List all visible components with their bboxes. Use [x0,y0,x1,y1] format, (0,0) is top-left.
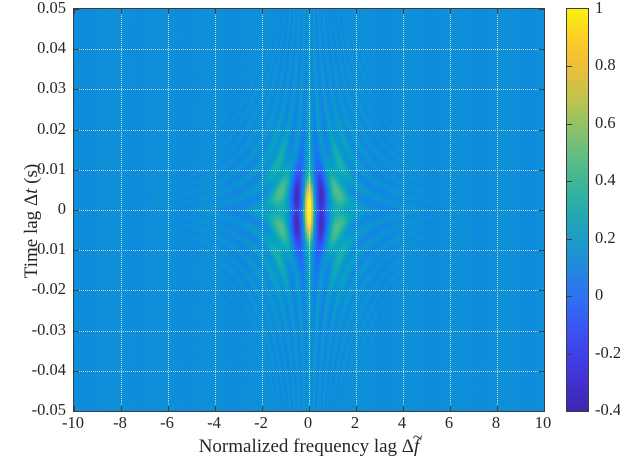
colorbar-tick-label: 0 [595,285,604,305]
delta-symbol-x: Δ [401,436,415,457]
x-tick-label: -4 [207,413,221,432]
x-tick-label: -10 [62,413,84,432]
x-tick-mark [356,406,357,411]
y-tick-label: 0.03 [37,78,66,98]
y-tick-label: 0.01 [37,158,66,178]
y-tick-mark [539,169,544,171]
x-axis-title: Normalized frequency lag Δ ~ f [73,427,545,458]
colorbar-tick-label: -0.4 [595,400,620,419]
colorbar-tick-label: 0.8 [595,55,616,75]
colorbar-tick-label: 0.6 [595,112,616,132]
y-tick-mark [539,49,544,51]
delta-symbol-y: Δ [21,193,42,207]
x-tick-label: -6 [160,413,174,432]
y-axis-title-text: Time lag [21,210,42,279]
y-axis-title: Time lag Δt (s) [21,111,43,331]
x-tick-mark [450,406,451,411]
x-tick-mark [121,9,122,14]
x-tick-mark [74,9,75,14]
x-tick-label: -8 [113,413,127,432]
y-tick-mark [539,9,544,10]
y-tick-mark [539,210,544,211]
y-tick-label: -0.05 [31,400,66,419]
x-tick-mark [215,406,216,411]
x-tick-mark [74,406,75,411]
y-tick-mark [74,250,79,252]
x-tick-mark [497,406,498,411]
y-tick-mark [74,411,79,412]
colorbar [566,8,589,412]
x-tick-mark [403,9,404,14]
x-tick-mark [450,9,451,14]
colorbar-tick-mark [567,66,572,68]
x-tick-mark [168,9,169,14]
colorbar-tick-label: 0.2 [595,227,616,247]
colorbar-tick-mark [567,123,572,125]
x-tick-mark [544,406,545,411]
x-tick-label: 4 [397,413,407,432]
x-tick-label: 2 [350,413,360,432]
heatmap-axes [73,8,545,412]
y-tick-mark [539,411,544,412]
colorbar-tick-label: -0.2 [595,342,620,362]
y-tick-label: 0.04 [37,38,66,58]
colorbar-tick-label: 0.4 [595,170,616,190]
x-tick-label: 8 [491,413,501,432]
tilde-accent: ~ [412,426,423,447]
t-variable: t [21,188,42,194]
colorbar-tick-mark [567,238,572,240]
y-tick-label: -0.03 [31,319,66,339]
x-tick-mark [403,406,404,411]
x-tick-mark [215,9,216,14]
colorbar-tick-label: 1 [595,0,604,17]
colorbar-tick-mark [567,353,572,355]
x-tick-label: 6 [444,413,454,432]
y-tick-mark [74,210,79,211]
x-tick-mark [262,9,263,14]
ambiguity-function-heatmap [74,9,544,411]
y-tick-mark [539,250,544,252]
x-tick-mark [309,406,310,411]
y-tick-mark [74,290,79,292]
y-tick-mark [539,290,544,292]
y-tick-label: -0.02 [31,279,66,299]
f-tilde-symbol: ~ f [413,427,423,458]
x-tick-mark [121,406,122,411]
y-tick-mark [74,169,79,171]
x-tick-mark [309,9,310,14]
colorbar-tick-mark [567,296,572,298]
y-tick-mark [74,330,79,332]
y-tick-mark [539,370,544,372]
x-tick-label: -2 [254,413,268,432]
y-tick-label: -0.04 [31,359,66,379]
colorbar-tick-mark [567,181,572,183]
x-tick-mark [544,9,545,14]
f-variable: f [414,436,420,457]
x-tick-mark [497,9,498,14]
y-tick-mark [539,129,544,131]
y-tick-mark [539,89,544,91]
y-tick-mark [74,49,79,51]
y-axis-units: (s) [21,163,42,184]
y-tick-label: -0.01 [31,239,66,259]
y-tick-mark [74,129,79,131]
x-axis-title-text: Normalized frequency lag [198,436,398,457]
x-tick-mark [262,406,263,411]
x-tick-label: 0 [303,413,313,432]
y-tick-mark [74,9,79,10]
y-tick-mark [74,370,79,372]
x-tick-mark [168,406,169,411]
y-tick-mark [539,330,544,332]
y-tick-label: 0 [57,199,66,218]
y-tick-mark [74,89,79,91]
x-tick-label: 10 [534,413,552,432]
y-tick-label: 0.02 [37,118,66,138]
y-tick-label: 0.05 [37,0,66,17]
x-tick-mark [356,9,357,14]
